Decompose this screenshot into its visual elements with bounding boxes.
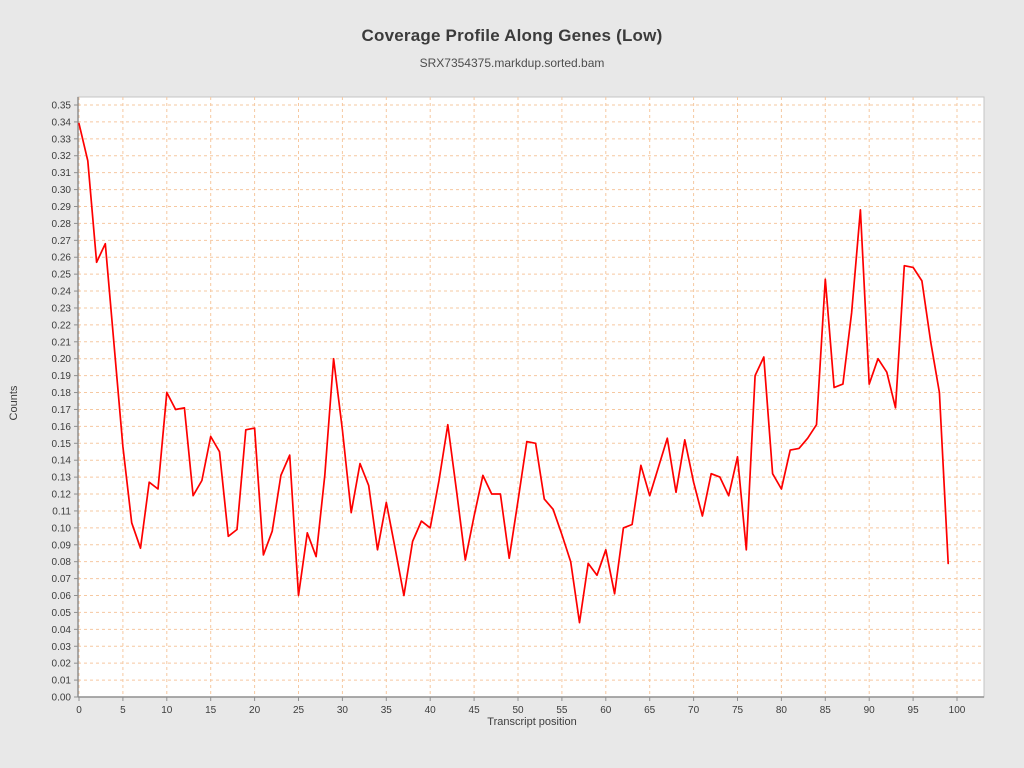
x-tick-label: 10	[161, 705, 173, 716]
y-tick-label: 0.31	[52, 168, 72, 179]
x-tick-label: 30	[337, 705, 349, 716]
x-tick-label: 100	[949, 705, 966, 716]
y-tick-label: 0.19	[52, 371, 72, 382]
y-tick-label: 0.18	[52, 388, 72, 399]
x-tick-label: 90	[864, 705, 876, 716]
x-tick-label: 85	[820, 705, 832, 716]
x-tick-label: 45	[469, 705, 481, 716]
x-tick-label: 15	[205, 705, 217, 716]
y-tick-label: 0.06	[52, 591, 72, 602]
y-tick-label: 0.13	[52, 473, 72, 484]
y-tick-label: 0.14	[52, 456, 72, 467]
plot-background	[77, 96, 985, 698]
x-tick-label: 65	[644, 705, 656, 716]
x-tick-label: 80	[776, 705, 788, 716]
x-tick-label: 60	[600, 705, 612, 716]
y-tick-label: 0.08	[52, 557, 72, 568]
x-tick-label: 5	[120, 705, 126, 716]
y-tick-label: 0.33	[52, 134, 72, 145]
x-tick-label: 50	[512, 705, 524, 716]
y-tick-label: 0.09	[52, 540, 72, 551]
y-tick-label: 0.02	[52, 659, 72, 670]
y-tick-label: 0.11	[52, 506, 71, 517]
y-tick-label: 0.15	[52, 439, 72, 450]
y-tick-label: 0.04	[52, 625, 72, 636]
chart-subtitle: SRX7354375.markdup.sorted.bam	[419, 56, 605, 70]
y-tick-label: 0.35	[52, 101, 72, 112]
x-tick-label: 70	[688, 705, 700, 716]
x-tick-label: 55	[556, 705, 568, 716]
y-tick-label: 0.22	[52, 320, 72, 331]
y-tick-label: 0.07	[52, 574, 72, 585]
y-tick-label: 0.01	[52, 676, 72, 687]
x-tick-label: 35	[381, 705, 393, 716]
y-tick-label: 0.25	[52, 270, 72, 281]
x-tick-label: 75	[732, 705, 744, 716]
y-tick-label: 0.28	[52, 219, 72, 230]
y-tick-label: 0.23	[52, 303, 72, 314]
x-tick-label: 95	[908, 705, 920, 716]
y-tick-label: 0.27	[52, 236, 72, 247]
y-tick-label: 0.29	[52, 202, 72, 213]
y-axis-title: Counts	[8, 385, 20, 421]
y-tick-label: 0.00	[52, 693, 72, 704]
y-tick-label: 0.05	[52, 608, 72, 619]
y-tick-label: 0.17	[52, 405, 72, 416]
x-tick-label: 25	[293, 705, 305, 716]
x-axis-title: Transcript position	[487, 716, 577, 728]
y-tick-label: 0.24	[52, 287, 72, 298]
y-tick-label: 0.20	[52, 354, 72, 365]
y-tick-label: 0.16	[52, 422, 72, 433]
y-tick-label: 0.34	[52, 117, 72, 128]
coverage-line	[78, 122, 950, 624]
y-tick-label: 0.03	[52, 642, 72, 653]
y-tick-label: 0.30	[52, 185, 72, 196]
x-tick-label: 0	[76, 705, 82, 716]
x-tick-label: 20	[249, 705, 261, 716]
chart-title: Coverage Profile Along Genes (Low)	[361, 26, 663, 45]
y-tick-label: 0.26	[52, 253, 72, 264]
y-tick-label: 0.12	[52, 490, 72, 501]
y-tick-label: 0.21	[52, 337, 72, 348]
x-tick-label: 40	[425, 705, 437, 716]
y-tick-label: 0.10	[52, 523, 72, 534]
y-tick-label: 0.32	[52, 151, 72, 162]
